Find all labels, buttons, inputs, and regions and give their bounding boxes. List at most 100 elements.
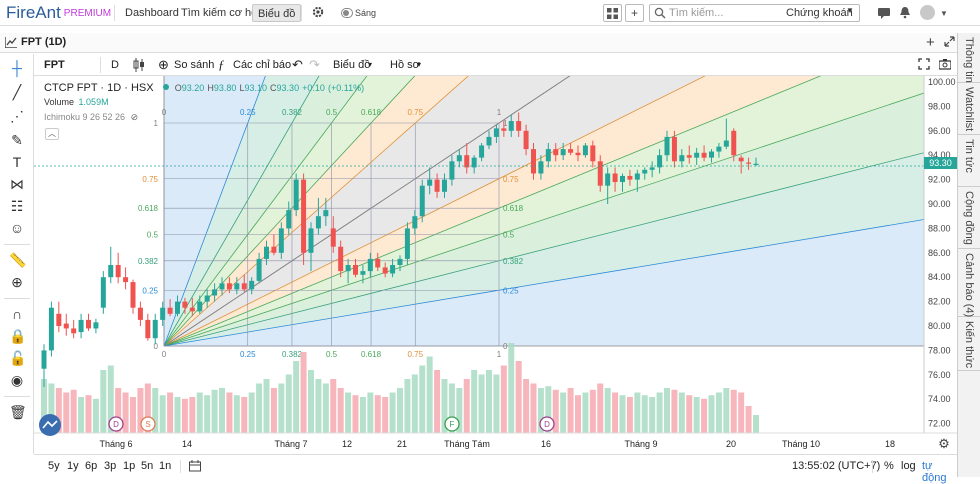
user-avatar[interactable] (920, 5, 935, 20)
chart-tab-bar: FPT (1D) + (0, 33, 957, 53)
range-1m[interactable]: 1p (123, 460, 136, 472)
search-box[interactable]: Tìm kiếm... Chứng khoán ▼ (649, 4, 860, 22)
candle-body (71, 328, 77, 334)
volume-bar (263, 379, 270, 433)
volume-bar (715, 392, 722, 433)
price-tick-label: 72.00 (928, 419, 951, 429)
zoom-in-icon[interactable]: ⊕ (11, 274, 23, 290)
redo-icon[interactable]: ↷ (309, 57, 320, 72)
fireant-logo[interactable]: FireAnt PREMIUM (6, 3, 112, 22)
interval-select[interactable]: D (111, 59, 119, 71)
compare-button[interactable]: So sánh (174, 59, 215, 71)
add-tab-icon[interactable]: + (926, 34, 935, 51)
chart-tab-title[interactable]: FPT (1D) (21, 36, 67, 48)
candle-body (634, 173, 640, 180)
candle-body (338, 246, 344, 272)
tab-news[interactable]: Tin tức (958, 135, 980, 187)
settings-icon[interactable] (311, 5, 325, 19)
crosshair-icon[interactable]: ┼ (12, 60, 22, 76)
caret-down-icon[interactable]: ▼ (940, 9, 948, 18)
magnet-icon[interactable]: ∩ (11, 306, 23, 322)
fib-fan-icon[interactable]: ⋰ (10, 108, 24, 124)
price-tick-label: 88.00 (928, 223, 951, 233)
range-1d[interactable]: 1n (159, 460, 172, 472)
expand-icon[interactable] (944, 36, 955, 47)
pattern-icon[interactable]: ⋈ (10, 176, 24, 192)
search-category-select[interactable]: Chứng khoán (786, 7, 853, 19)
layout-grid-icon[interactable] (603, 4, 622, 22)
event-marker[interactable]: D (539, 416, 555, 432)
chat-icon[interactable] (878, 7, 890, 19)
nav-charts[interactable]: Biểu đồ (252, 4, 302, 22)
event-marker[interactable]: D (108, 416, 124, 432)
camera-icon[interactable] (938, 58, 952, 70)
lock-drawings-icon[interactable]: 🔒 (9, 328, 27, 344)
settings-gear-icon[interactable]: ⚙ (938, 436, 950, 451)
candle-body (197, 301, 203, 312)
candle-body (345, 265, 351, 272)
log-toggle[interactable]: log (901, 460, 916, 472)
tab-watchlist[interactable]: Watchlist (958, 83, 980, 135)
theme-toggle[interactable] (341, 8, 353, 18)
collapse-legend-button[interactable]: ︿ (45, 128, 59, 140)
tab-info[interactable]: Thông tin (958, 33, 980, 83)
nav-dashboard[interactable]: Dashboard (125, 7, 179, 19)
candle-style-icon[interactable] (133, 58, 145, 72)
percent-toggle[interactable]: % (884, 460, 894, 472)
price-tick-label: 78.00 (928, 345, 951, 355)
legend-title[interactable]: CTCP FPT · 1D · HSX (44, 82, 154, 94)
emoji-icon[interactable]: ☺ (9, 220, 25, 236)
time-tick-label: Tháng 7 (274, 439, 307, 449)
range-6m[interactable]: 6p (85, 460, 98, 472)
add-button[interactable]: + (625, 4, 644, 22)
text-icon[interactable]: T (12, 154, 22, 170)
fan-level-label: 0.382 (282, 350, 303, 359)
chart-type-select[interactable]: Biểu đồ (333, 59, 371, 71)
event-marker[interactable]: S (140, 416, 156, 432)
compare-plus-icon[interactable]: ⊕ (158, 57, 169, 72)
range-5y[interactable]: 5y (48, 460, 60, 472)
indicators-button[interactable]: Các chỉ báo (233, 59, 292, 71)
tab-knowledge[interactable]: Kiến thức (958, 317, 980, 371)
volume-bar (471, 370, 478, 433)
ichimoku-legend[interactable]: Ichimoku 9 26 52 26 ⊘ (44, 112, 138, 123)
ruler-icon[interactable]: 📏 (9, 252, 27, 268)
candle-body (605, 173, 611, 186)
range-3m[interactable]: 3p (104, 460, 117, 472)
price-axis[interactable]: 100.00 98.00 96.00 94.00 92.00 90.00 88.00 86.0… (928, 77, 956, 429)
tab-alerts[interactable]: Cảnh báo (4) (958, 249, 980, 317)
volume-bar (515, 361, 522, 433)
undo-icon[interactable]: ↶ (292, 57, 303, 72)
volume-bar (530, 383, 537, 433)
price-tick-label: 100.00 (928, 77, 956, 87)
volume-bar (686, 395, 693, 433)
notification-bell-icon[interactable] (899, 6, 911, 19)
candle-body (449, 161, 455, 180)
brush-icon[interactable]: ✎ (11, 132, 23, 148)
trash-icon[interactable]: 🗑 (9, 404, 27, 420)
range-1y[interactable]: 1y (67, 460, 79, 472)
date-range-icon[interactable] (189, 460, 201, 472)
auto-scale-toggle[interactable]: tự động (922, 460, 947, 484)
prediction-icon[interactable]: ☷ (10, 198, 24, 214)
unlock-icon[interactable]: 🔓 (9, 350, 27, 366)
time-axis[interactable]: Tháng 6 14 Tháng 7 12 21 Tháng Tám 16 Tháng 9 20… (99, 439, 895, 449)
event-marker[interactable]: F (444, 416, 460, 432)
candle-body (323, 210, 329, 217)
eye-hidden-icon[interactable]: ⊘ (130, 112, 139, 122)
indicators-icon[interactable]: ƒ (218, 57, 225, 72)
symbol-input[interactable]: FPT (44, 59, 65, 71)
profile-select[interactable]: Hồ sơ (390, 59, 420, 71)
range-5d[interactable]: 5n (141, 460, 154, 472)
volume-bar (100, 370, 107, 433)
tab-community[interactable]: Cộng đồng (958, 187, 980, 249)
nav-opportunity-search[interactable]: Tìm kiếm cơ hội (181, 7, 260, 19)
trendline-icon[interactable]: ╱ (12, 84, 22, 100)
fullscreen-icon[interactable] (918, 58, 930, 70)
eye-icon[interactable]: ◉ (10, 372, 24, 388)
candle-body (100, 277, 106, 308)
fan-level-label: 0.25 (142, 286, 158, 295)
